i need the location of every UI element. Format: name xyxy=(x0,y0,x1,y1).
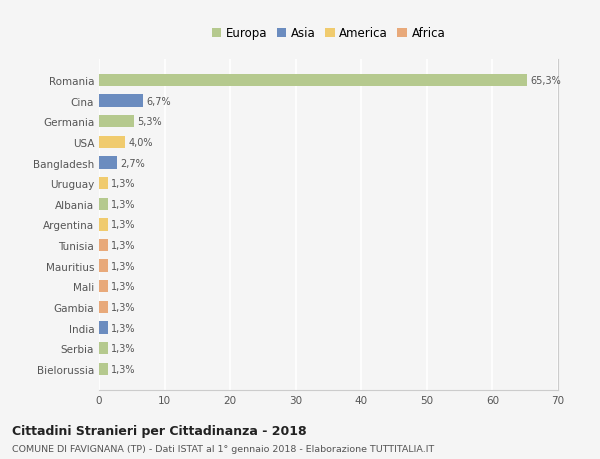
Text: 65,3%: 65,3% xyxy=(530,76,561,86)
Text: 2,7%: 2,7% xyxy=(120,158,145,168)
Text: 6,7%: 6,7% xyxy=(146,96,171,106)
Bar xyxy=(99,219,107,231)
Text: 1,3%: 1,3% xyxy=(111,323,136,333)
Bar xyxy=(99,157,117,169)
Text: 1,3%: 1,3% xyxy=(111,302,136,312)
Bar xyxy=(99,260,107,272)
Bar xyxy=(99,136,125,149)
Bar xyxy=(99,322,107,334)
Legend: Europa, Asia, America, Africa: Europa, Asia, America, Africa xyxy=(207,22,450,45)
Bar xyxy=(99,75,527,87)
Text: Cittadini Stranieri per Cittadinanza - 2018: Cittadini Stranieri per Cittadinanza - 2… xyxy=(12,424,307,437)
Bar xyxy=(99,239,107,252)
Text: COMUNE DI FAVIGNANA (TP) - Dati ISTAT al 1° gennaio 2018 - Elaborazione TUTTITAL: COMUNE DI FAVIGNANA (TP) - Dati ISTAT al… xyxy=(12,444,434,453)
Bar xyxy=(99,198,107,211)
Text: 1,3%: 1,3% xyxy=(111,179,136,189)
Text: 1,3%: 1,3% xyxy=(111,220,136,230)
Text: 1,3%: 1,3% xyxy=(111,364,136,374)
Bar xyxy=(99,95,143,107)
Text: 1,3%: 1,3% xyxy=(111,282,136,291)
Bar xyxy=(99,116,134,128)
Text: 1,3%: 1,3% xyxy=(111,199,136,209)
Text: 1,3%: 1,3% xyxy=(111,261,136,271)
Bar xyxy=(99,342,107,354)
Bar xyxy=(99,280,107,293)
Text: 1,3%: 1,3% xyxy=(111,343,136,353)
Text: 5,3%: 5,3% xyxy=(137,117,161,127)
Text: 4,0%: 4,0% xyxy=(128,138,153,148)
Bar xyxy=(99,301,107,313)
Text: 1,3%: 1,3% xyxy=(111,241,136,251)
Bar xyxy=(99,363,107,375)
Bar xyxy=(99,178,107,190)
